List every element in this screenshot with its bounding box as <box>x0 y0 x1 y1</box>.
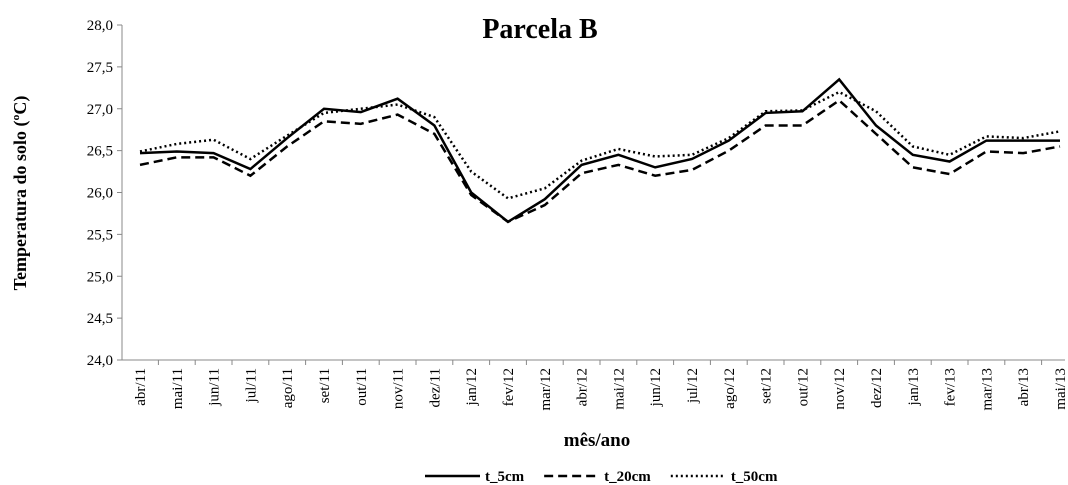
x-tick-label: fev/12 <box>501 368 517 406</box>
x-tick-label: ago/11 <box>280 368 296 408</box>
y-axis-label: Temperatura do solo (ºC) <box>10 96 31 291</box>
series-line <box>139 90 1061 200</box>
x-tick-label: abr/12 <box>575 368 591 406</box>
legend-label: t_20cm <box>604 469 651 485</box>
x-tick-label: jan/12 <box>464 368 480 407</box>
y-tick-label: 25,5 <box>87 227 113 243</box>
x-tick-label: nov/12 <box>832 368 848 410</box>
legend-label: t_5cm <box>485 469 525 485</box>
x-tick-label: mai/11 <box>170 368 186 409</box>
y-tick-label: 27,0 <box>87 102 113 118</box>
y-tick-label: 27,5 <box>87 60 113 76</box>
x-tick-label: jun/11 <box>207 368 223 407</box>
y-tick-label: 24,5 <box>87 311 113 327</box>
chart-title: Parcela B <box>482 14 597 45</box>
x-tick-label: mar/12 <box>538 368 554 411</box>
x-tick-label: out/12 <box>795 368 811 406</box>
series-line <box>139 98 1061 224</box>
x-tick-label: abr/13 <box>1016 368 1032 406</box>
x-tick-label: dez/11 <box>427 368 443 407</box>
x-tick-label: set/11 <box>317 368 333 403</box>
x-tick-label: nov/11 <box>391 368 407 409</box>
y-tick-label: 24,0 <box>87 353 113 369</box>
x-tick-label: mar/13 <box>979 368 995 411</box>
x-tick-label: out/11 <box>354 368 370 406</box>
x-tick-label: fev/13 <box>943 368 959 406</box>
x-tick-label: ago/12 <box>722 368 738 409</box>
x-tick-label: jun/12 <box>648 368 664 407</box>
y-tick-label: 28,0 <box>87 18 113 34</box>
y-tick-label: 26,0 <box>87 186 113 202</box>
y-tick-label: 26,5 <box>87 144 113 160</box>
y-tick-label: 25,0 <box>87 269 113 285</box>
x-tick-label: mai/12 <box>611 368 627 410</box>
x-tick-label: set/12 <box>759 368 775 404</box>
legend-label: t_50cm <box>731 469 778 485</box>
x-axis-label: mês/ano <box>564 430 631 451</box>
x-tick-label: jan/13 <box>906 368 922 407</box>
x-tick-label: jul/11 <box>243 368 259 403</box>
series-line <box>139 77 1060 224</box>
x-tick-label: jul/12 <box>685 368 701 404</box>
x-tick-label: mai/13 <box>1053 368 1068 410</box>
x-tick-label: dez/12 <box>869 368 885 408</box>
x-tick-label: abr/11 <box>133 368 149 406</box>
